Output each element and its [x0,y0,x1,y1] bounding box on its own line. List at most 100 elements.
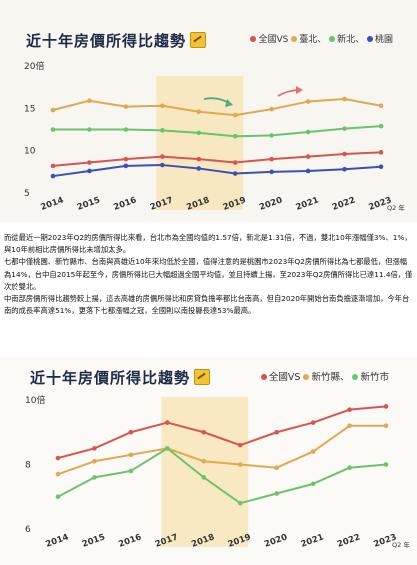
data-point [123,156,129,162]
x-unit-label: Q2 年 [387,203,405,212]
chart-taipei-newtaipei-taoyuan: 近十年房價所得比趨勢 全國VS 臺北、 新北、 桃園 5 10 15 20倍 2014 2… [0,0,417,222]
data-point [160,103,165,109]
data-point [310,420,316,425]
data-point [269,106,274,112]
legend-dot [329,36,336,42]
data-point [274,429,279,435]
data-point [55,471,61,477]
data-point [128,468,134,474]
data-point [165,420,170,425]
data-point [237,462,243,467]
series-line-0 [52,98,382,117]
data-point [378,150,384,155]
data-point [196,166,202,171]
data-point [196,156,202,162]
trend-arrow-up [277,86,303,97]
highlight-band [156,76,244,210]
data-point [305,168,311,174]
data-point [383,404,389,409]
data-point [232,133,238,139]
legend-item-hsinchu-county: 新竹縣、 [303,369,349,383]
data-point [232,160,238,165]
data-point [269,156,274,162]
legend-dot [250,36,257,42]
data-point [342,151,347,157]
data-point [87,98,92,104]
data-point [123,127,129,132]
data-point [50,127,56,132]
data-point [310,481,316,487]
y-tick-label: 8 [25,461,31,471]
data-point [50,173,56,179]
x-tick-label: 2014 [44,532,70,550]
x-tick-label: 2016 [117,532,143,550]
series-line-0 [57,405,387,460]
data-point [160,162,165,168]
data-point [123,163,129,169]
data-point [55,455,61,461]
x-tick-label: 2015 [81,532,107,550]
data-point [92,458,97,464]
x-tick-label: 2017 [154,532,180,550]
x-tick-label: 2021 [295,195,321,213]
data-point [305,129,311,135]
data-point [50,107,56,113]
x-tick-label: 2014 [39,195,65,213]
data-point [196,130,202,136]
legend-item-taipei: 臺北、 [291,32,326,45]
data-point [342,96,347,102]
legend-item-newtaipei: 新北、 [329,32,364,45]
chart-title: 近十年房價所得比趨勢 [30,367,211,388]
data-point [269,133,274,138]
series-line-2 [52,151,382,167]
legend-item-national: 全國VS [250,32,288,45]
chart-up-icon [194,369,211,385]
data-point [92,475,97,480]
x-tick-label: 2022 [336,532,362,550]
data-point [123,104,129,109]
series-line-1 [53,125,382,138]
data-point [55,494,61,500]
article-paragraph-1: 而從最近一期2023年Q2的房價所得比來看，台北市為全國均值的1.57倍，新北是… [4,233,412,255]
data-point [269,169,274,175]
x-tick-label: 2017 [149,195,175,213]
data-point [383,462,389,467]
x-tick-label: 2016 [112,195,138,213]
trend-arrow-down [203,97,233,107]
x-tick-label: 2021 [300,532,326,550]
legend: 全國VS 臺北、 新北、 桃園 [250,32,393,45]
data-point [383,423,389,429]
legend-dot [260,374,267,380]
x-tick-label: 2020 [263,532,289,550]
series-line-2 [57,447,387,505]
x-unit-label: Q2 年 [392,540,410,549]
highlight-band [161,397,249,547]
data-point [160,128,165,133]
chart-title: 近十年房價所得比趨勢 [26,30,207,51]
data-point [274,491,279,496]
data-point [196,109,202,115]
data-point [237,500,243,506]
y-tick-label: 20倍 [24,60,44,72]
chart-hsinchu: 近十年房價所得比趨勢 全國VS 新竹縣、 新竹市 6 8 10倍 2014 2015 20… [0,357,417,565]
data-point [128,429,134,435]
data-point [274,465,279,471]
data-point [347,423,352,429]
data-point [232,112,238,118]
legend-item-national: 全國VS [260,369,300,383]
data-point [310,449,316,454]
y-tick-label: 10倍 [25,394,45,406]
y-tick-label: 10 [24,147,36,157]
x-tick-label: 2015 [76,195,102,213]
data-point [92,446,97,451]
legend-dot [366,36,373,42]
article-paragraph-2: 七都中僅桃園、新竹縣市、台南與高雄近10年來均低於全國，值得注意的是桃園市202… [4,257,413,291]
data-point [305,154,311,159]
data-point [201,458,207,464]
y-tick-label: 5 [24,189,30,199]
data-point [128,452,134,458]
data-point [232,171,238,176]
legend-dot [352,374,359,380]
